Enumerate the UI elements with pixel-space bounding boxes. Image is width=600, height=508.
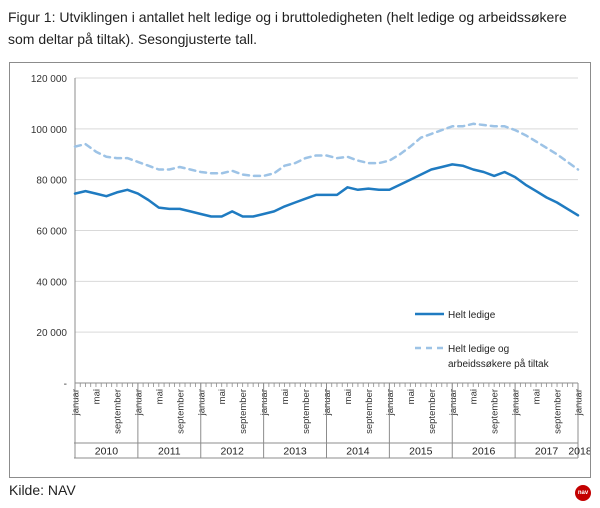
- source-note: Kilde: NAV: [9, 482, 76, 498]
- x-year-label: 2010: [95, 446, 119, 458]
- series-line-helt-ledige: [73, 163, 580, 218]
- x-month-label: september: [364, 389, 375, 434]
- x-month-label: mai: [343, 389, 354, 404]
- x-month-label: mai: [91, 389, 102, 404]
- x-year-label: 2016: [472, 446, 496, 458]
- x-month-label: september: [112, 389, 123, 434]
- x-month-label: januar: [385, 389, 396, 416]
- x-year-label: 2015: [409, 446, 433, 458]
- x-month-label: september: [427, 389, 438, 434]
- chart-frame: 120 000 100 000 80 000 60 000 40 000 20 000- …: [9, 62, 592, 478]
- y-tick-label: 40 000: [36, 277, 67, 288]
- x-month-label: januar: [574, 389, 585, 416]
- legend-label: arbeidssøkere på tiltak: [448, 358, 550, 370]
- x-month-label: september: [238, 389, 249, 434]
- x-year-label: 2017: [535, 446, 559, 458]
- nav-logo-icon: nav: [575, 485, 591, 501]
- x-month-label: september: [553, 389, 564, 434]
- legend-label: Helt ledige og: [448, 344, 509, 355]
- x-month-label: mai: [532, 389, 543, 404]
- x-month-label: september: [175, 389, 186, 434]
- y-tick-label: 100 000: [31, 125, 68, 136]
- x-month-label: januar: [133, 389, 144, 416]
- y-tick-label: 60 000: [36, 227, 67, 238]
- x-month-label: januar: [71, 389, 82, 416]
- x-year-label: 2012: [221, 446, 245, 458]
- x-year-label: 2014: [346, 446, 370, 458]
- x-year-label: 2011: [158, 446, 181, 458]
- x-month-label: januar: [259, 389, 270, 416]
- y-tick-label: 80 000: [36, 176, 67, 187]
- x-month-label: mai: [280, 389, 291, 404]
- x-month-label: januar: [196, 389, 207, 416]
- series-line-bruttoledige: [73, 122, 580, 178]
- y-tick-label: -: [64, 379, 67, 390]
- x-month-label: januar: [322, 389, 333, 416]
- x-year-label: 2018: [568, 446, 590, 458]
- x-month-label: mai: [217, 389, 228, 404]
- figure-caption: Figur 1: Utviklingen i antallet helt led…: [8, 9, 567, 47]
- x-month-label: januar: [511, 389, 522, 416]
- y-tick-label: 120 000: [31, 74, 68, 85]
- x-month-label: mai: [406, 389, 417, 404]
- y-tick-label: 20 000: [36, 328, 67, 339]
- x-month-label: mai: [154, 389, 165, 404]
- x-month-label: september: [301, 389, 312, 434]
- x-month-label: mai: [469, 389, 480, 404]
- legend-label: Helt ledige: [448, 310, 496, 321]
- x-year-label: 2013: [283, 446, 307, 458]
- x-month-label: januar: [448, 389, 459, 416]
- x-month-label: september: [490, 389, 501, 434]
